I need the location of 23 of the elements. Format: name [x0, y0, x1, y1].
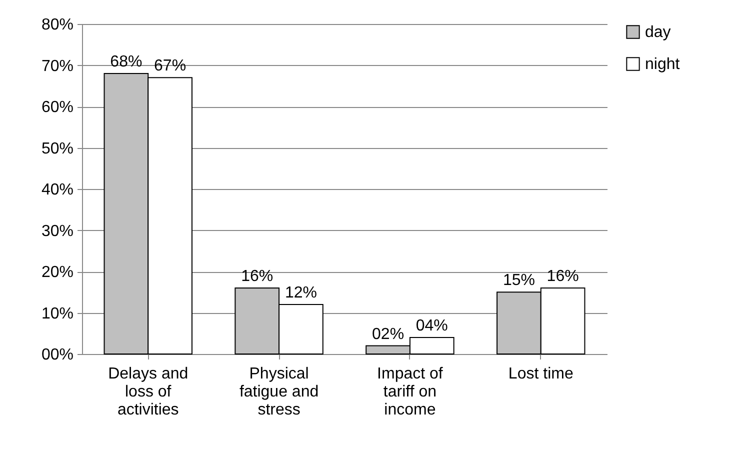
data-label: 02% [372, 326, 404, 343]
y-tick-label: 40% [41, 182, 74, 198]
x-tick-label: Delays and loss of activities [108, 366, 188, 418]
data-label: 16% [241, 268, 274, 285]
x-tick-label: Physical fatigue and stress [239, 366, 319, 418]
y-tick-label: 70% [41, 58, 74, 75]
data-label: 15% [502, 272, 535, 290]
y-tick-label: 30% [41, 222, 74, 240]
data-label: 67% [154, 58, 186, 75]
data-label: 68% [110, 54, 142, 70]
y-tick-label: 50% [41, 140, 74, 158]
data-label: 12% [284, 284, 317, 302]
legend-label: night [645, 56, 680, 73]
y-tick-label: 20% [41, 264, 74, 281]
data-label: 16% [546, 268, 579, 285]
data-label: 04% [416, 318, 448, 334]
legend-label: day [645, 24, 671, 41]
y-tick-label: 80% [41, 16, 74, 34]
x-tick-label: Lost time [508, 366, 574, 382]
y-tick-label: 10% [41, 305, 74, 322]
x-tick-label: Impact of tariff on income [377, 366, 444, 418]
y-tick-label: 00% [41, 346, 74, 364]
y-tick-label: 60% [41, 99, 74, 116]
